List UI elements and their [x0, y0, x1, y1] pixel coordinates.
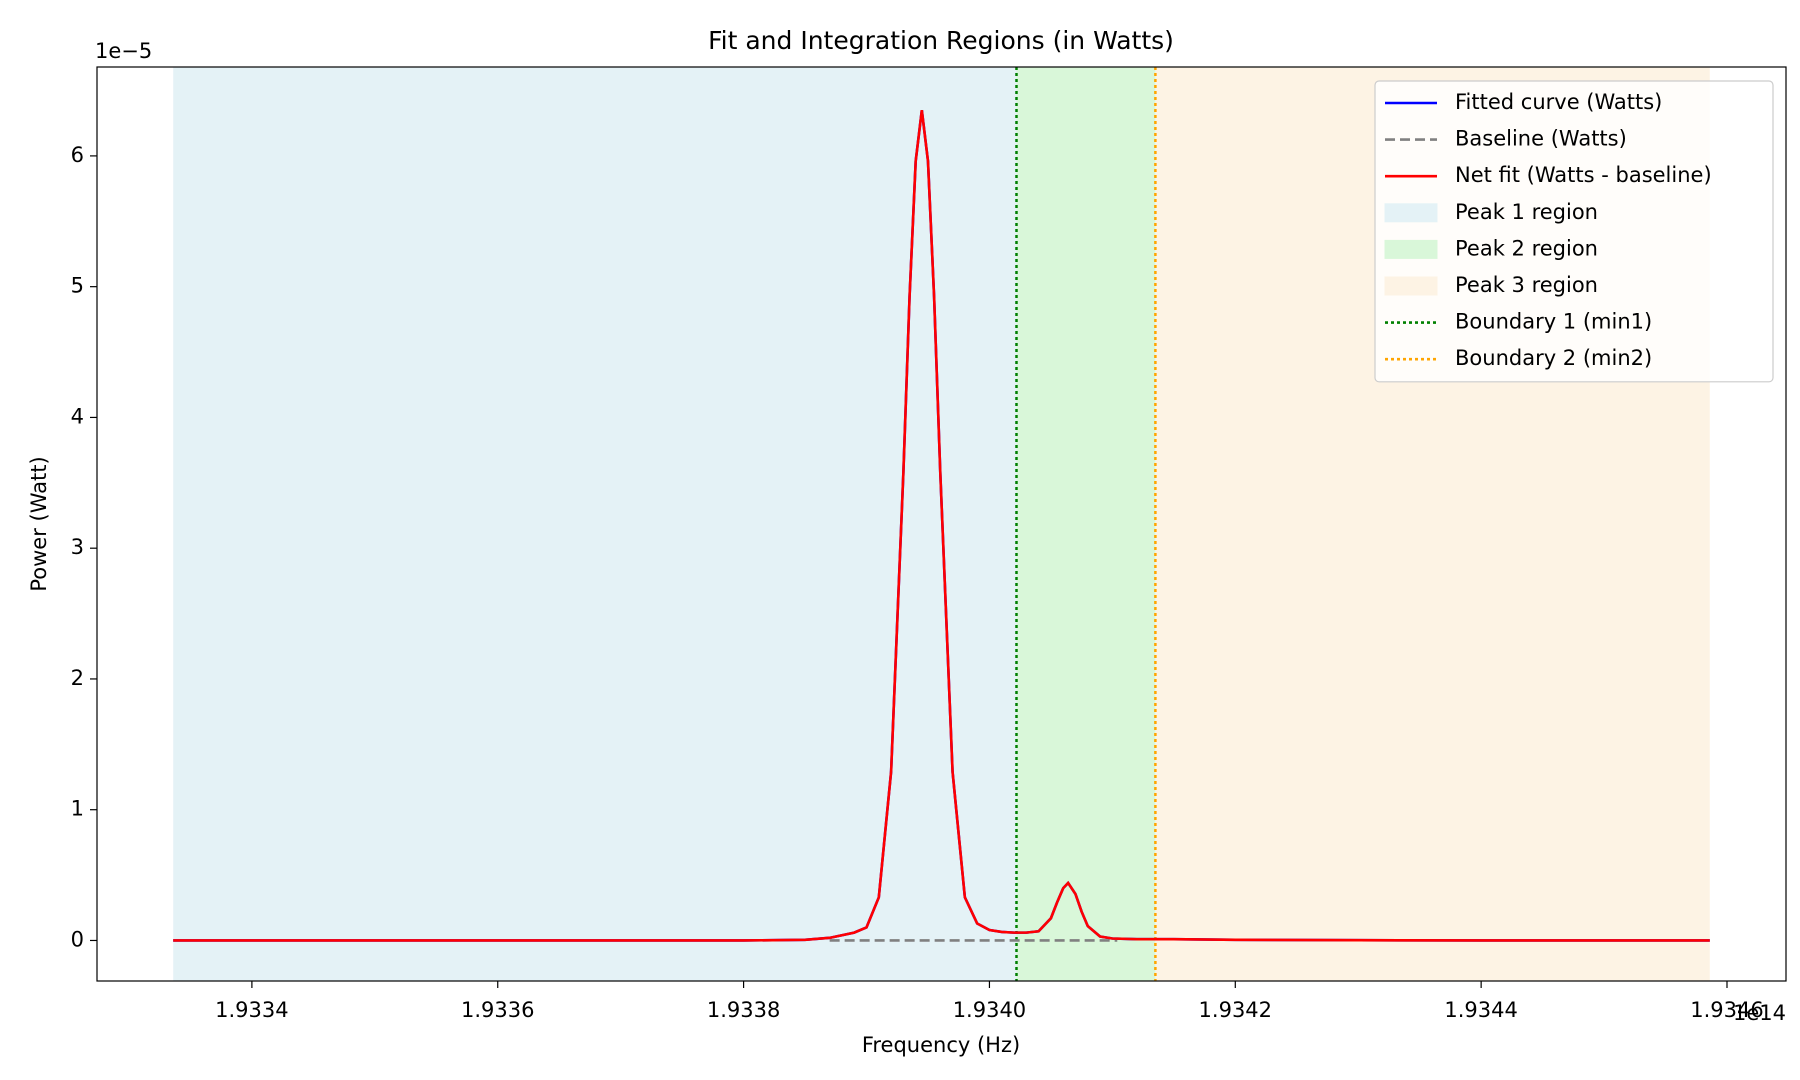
x-tick-label: 1.9338 [707, 998, 780, 1022]
x-axis-label: Frequency (Hz) [862, 1033, 1020, 1057]
y-tick-label: 3 [71, 535, 84, 559]
legend-label: Boundary 2 (min2) [1455, 346, 1652, 370]
y-tick-label: 4 [71, 404, 84, 428]
y-tick-label: 6 [71, 143, 84, 167]
plot-frame [96, 66, 1787, 982]
legend-swatch [1384, 239, 1438, 259]
x-tick-label: 1.9342 [1199, 998, 1272, 1022]
series-line [173, 109, 1710, 942]
y-tick-label: 0 [71, 927, 84, 951]
legend-label: Peak 3 region [1455, 273, 1598, 297]
x-tick-label: 1.9334 [215, 998, 288, 1022]
y-offset-label: 1e−5 [95, 39, 152, 63]
legend-label: Peak 1 region [1455, 200, 1598, 224]
legend-swatch [1384, 276, 1438, 296]
legend-label: Boundary 1 (min1) [1455, 310, 1652, 334]
region [1016, 67, 1156, 981]
legend-label: Peak 2 region [1455, 236, 1598, 260]
legend-label: Fitted curve (Watts) [1455, 90, 1662, 114]
x-tick-label: 1.9346 [1690, 998, 1763, 1022]
chart-title: Fit and Integration Regions (in Watts) [708, 26, 1174, 55]
legend-label: Net fit (Watts - baseline) [1455, 163, 1712, 187]
legend-swatch [1384, 203, 1438, 223]
y-tick-label: 2 [71, 666, 84, 690]
y-axis-label: Power (Watt) [27, 456, 51, 591]
y-tick-label: 5 [71, 274, 84, 298]
region [173, 67, 1017, 981]
x-tick-label: 1.9336 [461, 998, 534, 1022]
y-tick-label: 1 [71, 797, 84, 821]
legend-label: Baseline (Watts) [1455, 127, 1627, 151]
legend-box [1374, 80, 1774, 383]
x-tick-label: 1.9340 [953, 998, 1026, 1022]
x-offset-label: 1e14 [1733, 1001, 1786, 1025]
x-tick-label: 1.9344 [1444, 998, 1517, 1022]
